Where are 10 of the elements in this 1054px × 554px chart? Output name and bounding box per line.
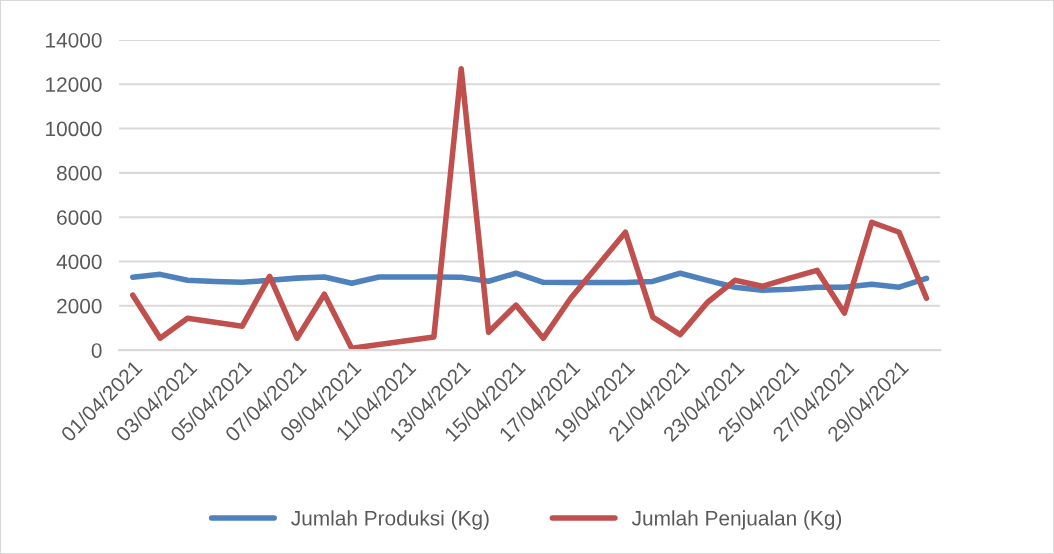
y-tick-label: 6000 — [57, 210, 102, 225]
y-tick-label: 8000 — [57, 165, 102, 181]
y-tick-label: 0 — [91, 343, 102, 358]
y-tick-label: 4000 — [56, 254, 102, 270]
legend-label: Jumlah Produksi (Kg) — [291, 510, 489, 530]
y-tick-label: 10000 — [46, 121, 102, 137]
legend-label: Jumlah Penjualan (Kg) — [631, 510, 842, 530]
y-tick-label: 14000 — [46, 32, 102, 48]
y-tick-label: 2000 — [57, 298, 102, 314]
y-tick-label: 12000 — [46, 77, 102, 92]
